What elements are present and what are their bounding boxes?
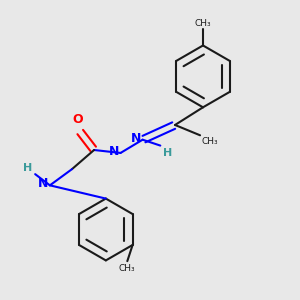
Text: CH₃: CH₃ [195,19,211,28]
Text: CH₃: CH₃ [202,137,218,146]
Text: O: O [73,112,83,126]
Text: N: N [131,132,141,145]
Text: CH₃: CH₃ [119,263,136,272]
Text: H: H [23,163,32,173]
Text: N: N [38,177,49,190]
Text: H: H [163,148,172,158]
Text: N: N [109,145,119,158]
